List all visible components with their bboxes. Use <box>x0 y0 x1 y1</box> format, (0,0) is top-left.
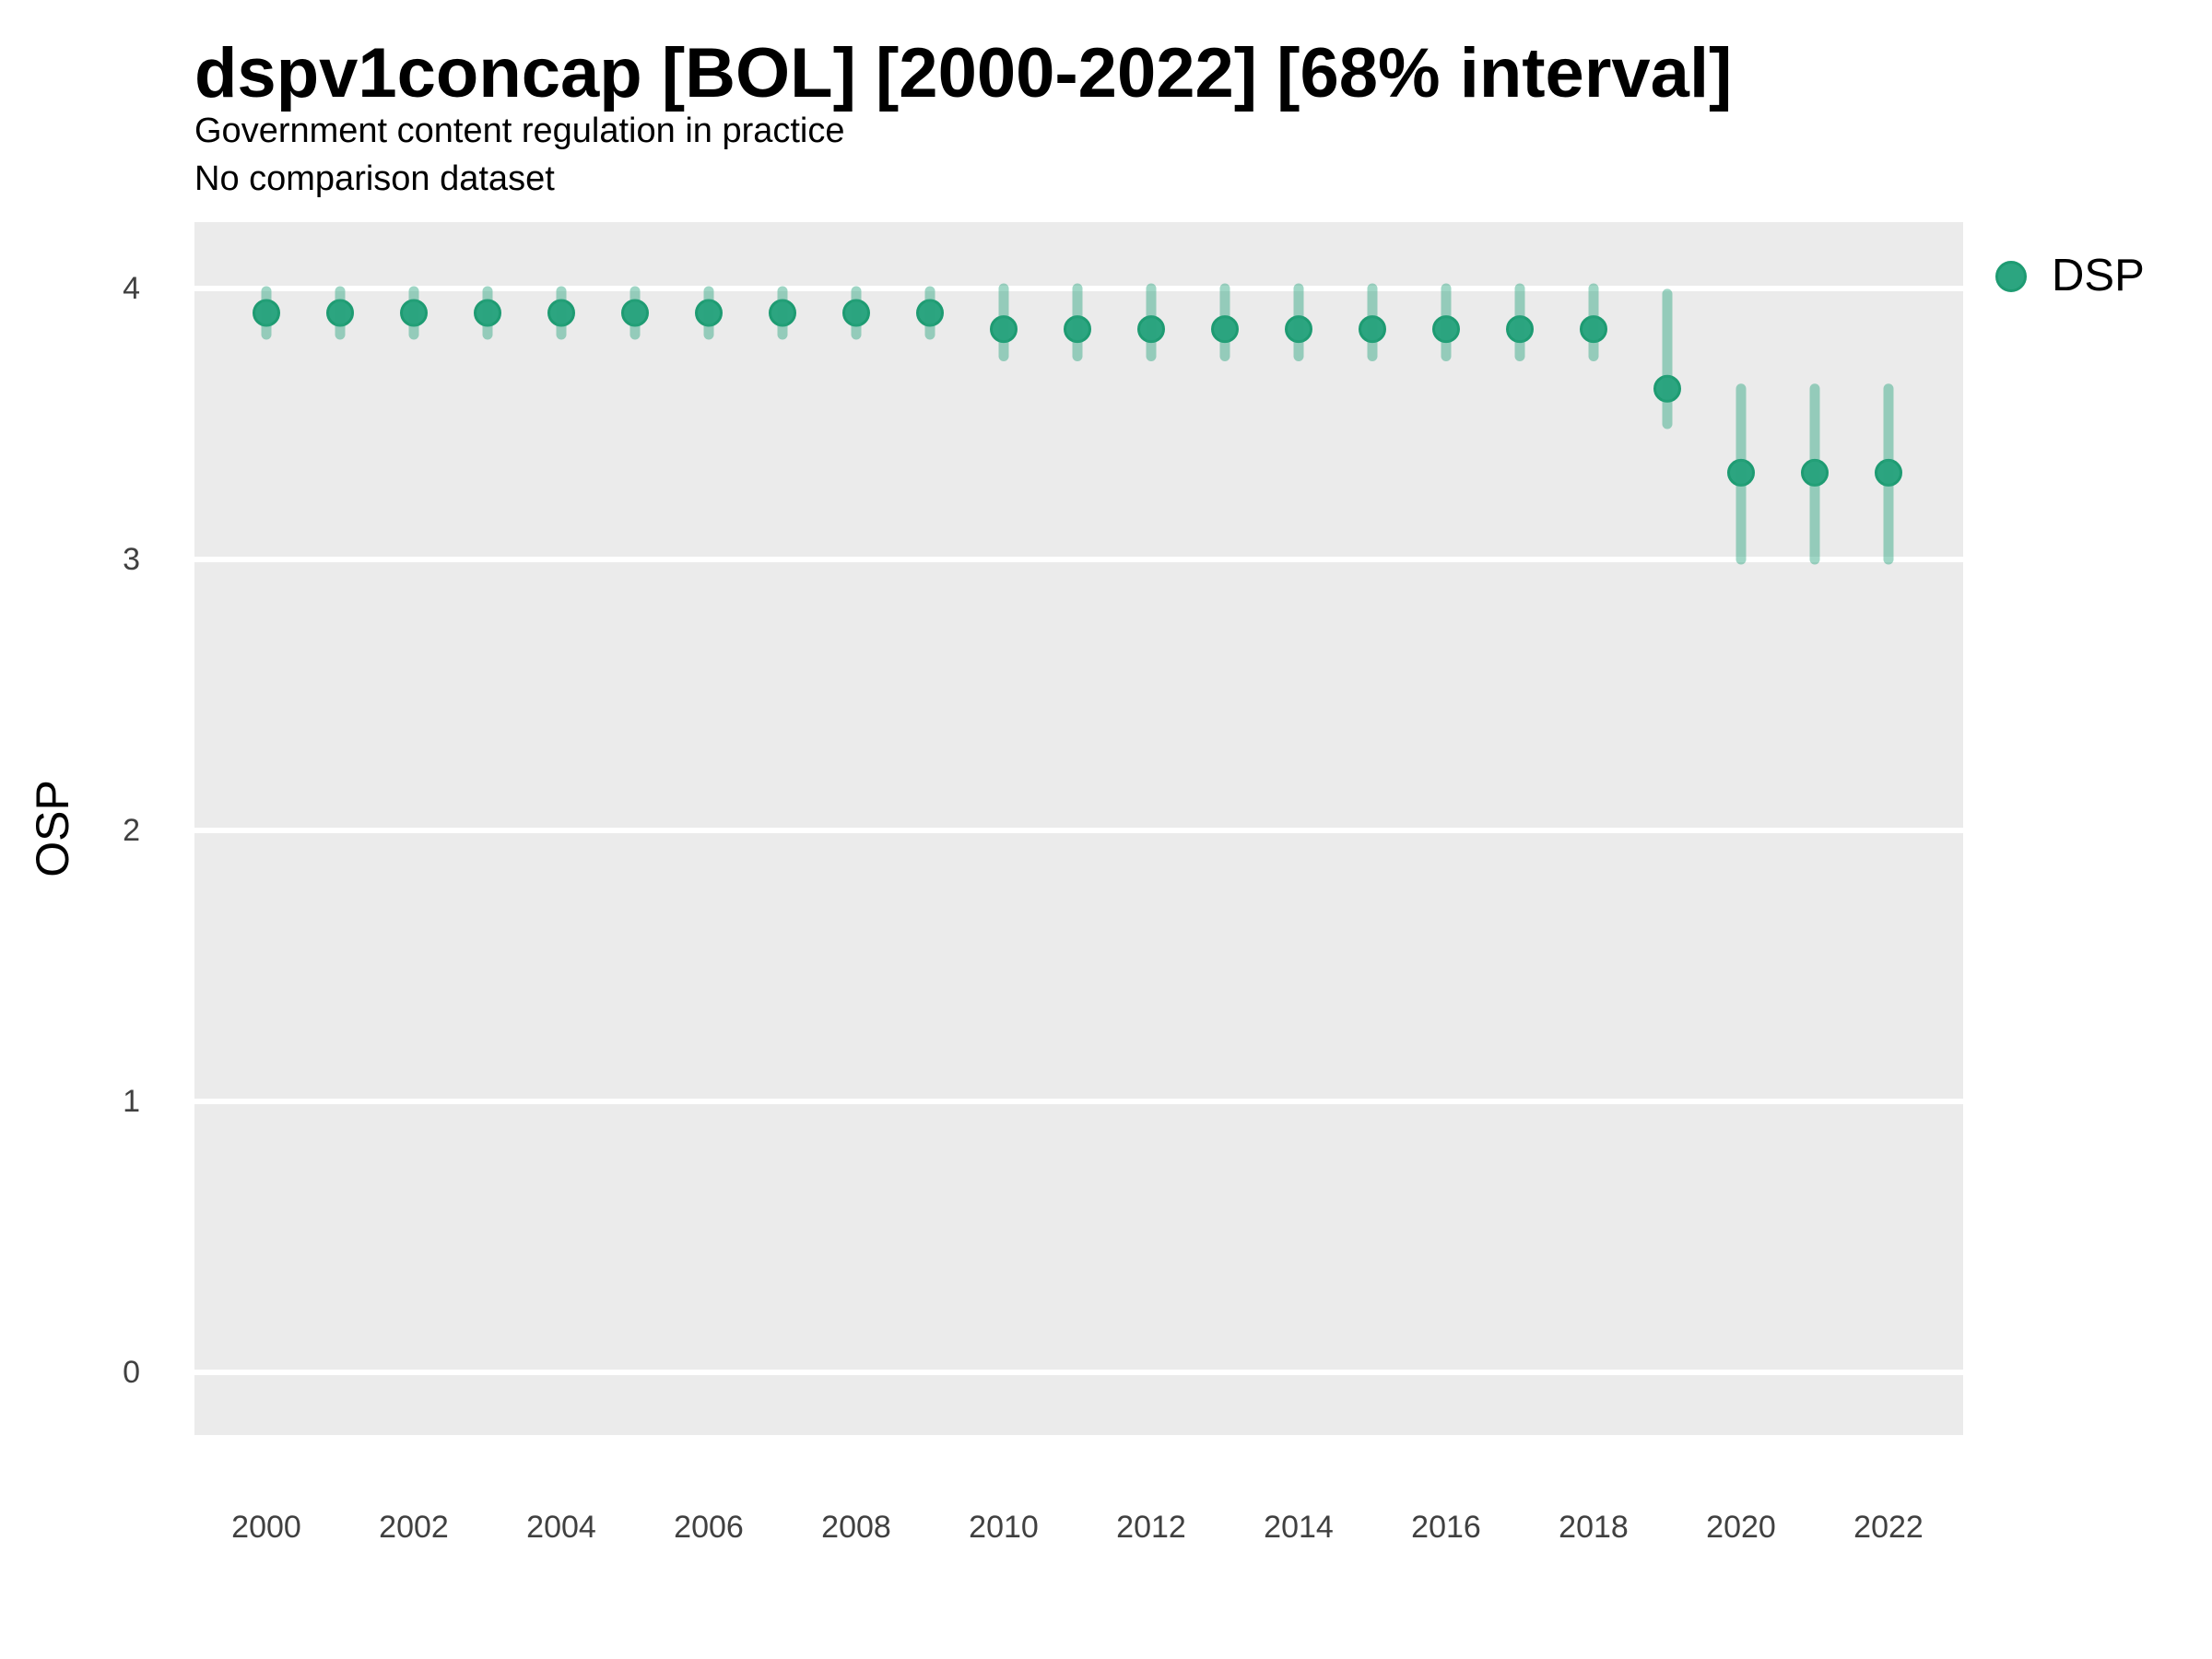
x-tick-label-2000: 2000 <box>231 1510 301 1545</box>
data-point-2003 <box>474 299 501 327</box>
x-tick-label-2014: 2014 <box>1264 1510 1334 1545</box>
data-point-2014 <box>1285 315 1312 344</box>
data-point-2001 <box>326 299 354 327</box>
data-point-2021 <box>1801 458 1829 487</box>
x-tick-label-2010: 2010 <box>969 1510 1039 1545</box>
y-tick-label-2: 2 <box>123 813 140 848</box>
data-point-2009 <box>916 299 944 327</box>
data-point-2012 <box>1137 315 1165 344</box>
y-tick-label-1: 1 <box>123 1084 140 1119</box>
data-point-2015 <box>1359 315 1386 344</box>
legend-point-icon <box>1995 261 2027 292</box>
x-tick-label-2004: 2004 <box>526 1510 596 1545</box>
data-point-2013 <box>1211 315 1239 344</box>
y-tick-label-0: 0 <box>123 1355 140 1390</box>
data-point-2017 <box>1506 315 1534 344</box>
x-tick-label-2008: 2008 <box>821 1510 891 1545</box>
data-point-2016 <box>1432 315 1460 344</box>
x-tick-label-2018: 2018 <box>1559 1510 1629 1545</box>
y-tick-label-4: 4 <box>123 271 140 306</box>
chart-subtitle-line2: No comparison dataset <box>194 159 555 198</box>
data-point-2020 <box>1727 458 1755 487</box>
data-point-2006 <box>695 299 723 327</box>
x-tick-label-2016: 2016 <box>1411 1510 1481 1545</box>
chart-title: dspv1concap [BOL] [2000-2022] [68% inter… <box>194 34 1733 112</box>
x-tick-label-2006: 2006 <box>674 1510 744 1545</box>
data-point-2005 <box>621 299 649 327</box>
data-point-2000 <box>253 299 280 327</box>
x-tick-label-2002: 2002 <box>379 1510 449 1545</box>
data-point-2007 <box>769 299 796 327</box>
y-tick-label-3: 3 <box>123 542 140 577</box>
data-point-2011 <box>1064 315 1091 344</box>
x-tick-label-2020: 2020 <box>1706 1510 1776 1545</box>
x-tick-label-2022: 2022 <box>1853 1510 1924 1545</box>
data-point-2008 <box>842 299 870 327</box>
data-point-2002 <box>400 299 428 327</box>
x-tick-label-2012: 2012 <box>1116 1510 1186 1545</box>
data-point-2018 <box>1580 315 1607 344</box>
data-point-2019 <box>1653 374 1681 403</box>
chart-subtitle: Government content regulation in practic… <box>194 112 845 150</box>
data-point-2004 <box>547 299 575 327</box>
data-point-2010 <box>990 315 1018 344</box>
data-point-2022 <box>1875 458 1902 487</box>
legend-label: DSP <box>2052 251 2145 300</box>
